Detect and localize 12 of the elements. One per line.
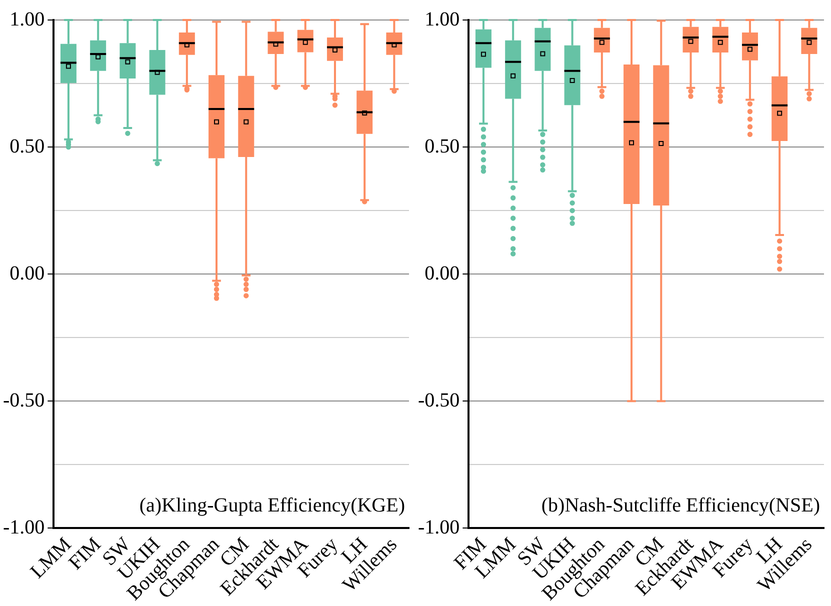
- annotation: (b)Nash-Sutcliffe Efficiency(NSE): [541, 494, 820, 516]
- y-tick-label: -1.00: [418, 516, 460, 538]
- y-tick-label: -0.50: [2, 389, 45, 412]
- y-tick-label: 0.00: [424, 262, 460, 284]
- y-tick-label: -0.50: [418, 389, 460, 412]
- y-tick-label: -1.00: [2, 516, 45, 538]
- annotation: (a)Kling-Gupta Efficiency(KGE): [139, 494, 405, 516]
- y-tick-label: 1.00: [10, 8, 45, 30]
- y-tick-label: 0.50: [424, 135, 460, 158]
- y-tick-label: 0.00: [10, 262, 45, 284]
- y-tick-label: 0.50: [10, 135, 45, 158]
- y-tick-label: 1.00: [424, 8, 460, 30]
